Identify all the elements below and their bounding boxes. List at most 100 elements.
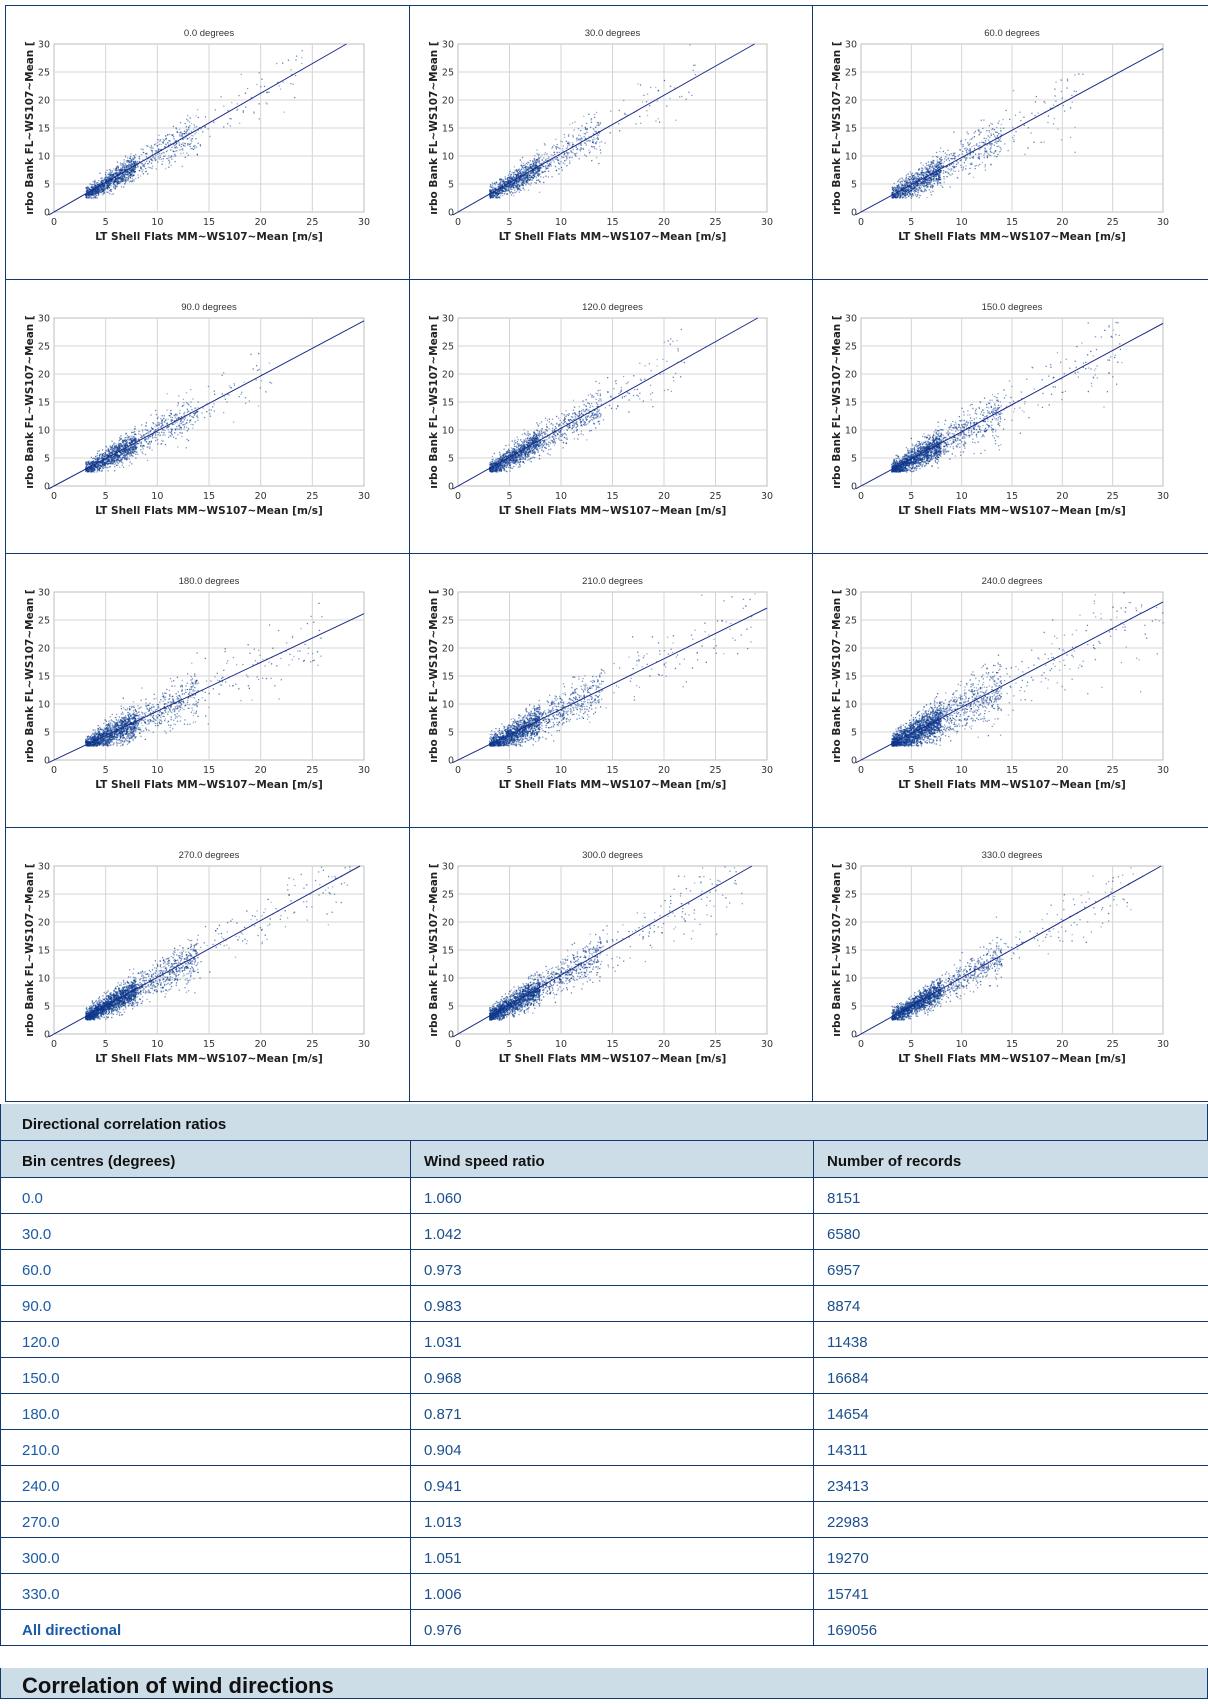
scatter-point bbox=[1038, 113, 1039, 114]
scatter-point bbox=[534, 170, 535, 171]
scatter-point bbox=[902, 185, 903, 186]
scatter-point bbox=[113, 193, 114, 194]
scatter-point bbox=[562, 141, 563, 142]
scatter-point bbox=[936, 178, 937, 179]
scatter-point bbox=[183, 413, 184, 414]
scatter-point bbox=[576, 147, 577, 148]
scatter-point bbox=[934, 175, 935, 176]
scatter-point bbox=[132, 432, 133, 433]
scatter-point bbox=[999, 139, 1000, 140]
scatter-point bbox=[943, 173, 944, 174]
scatter-point bbox=[670, 86, 671, 87]
scatter-point bbox=[509, 178, 510, 179]
scatter-point bbox=[928, 171, 929, 172]
scatter-point bbox=[135, 161, 136, 162]
scatter-point bbox=[193, 417, 194, 418]
scatter-point bbox=[926, 169, 927, 170]
scatter-point bbox=[1014, 135, 1015, 136]
scatter-point bbox=[892, 197, 893, 198]
scatter-point bbox=[588, 114, 589, 115]
scatter-point bbox=[490, 185, 491, 186]
scatter-point bbox=[573, 136, 574, 137]
scatter-point bbox=[114, 184, 115, 185]
scatter-point bbox=[564, 134, 565, 135]
scatter-point bbox=[532, 165, 533, 166]
scatter-point bbox=[910, 179, 911, 180]
scatter-point bbox=[162, 161, 163, 162]
scatter-point bbox=[519, 189, 520, 190]
scatter-point bbox=[558, 173, 559, 174]
scatter-point bbox=[109, 173, 110, 174]
scatter-point bbox=[552, 146, 553, 147]
scatter-point bbox=[107, 183, 108, 184]
scatter-point bbox=[574, 129, 575, 130]
scatter-point bbox=[978, 154, 979, 155]
scatter-point bbox=[157, 142, 158, 143]
scatter-point bbox=[142, 163, 143, 164]
scatter-point bbox=[1074, 74, 1075, 75]
scatter-point bbox=[1000, 130, 1001, 131]
scatter-point bbox=[952, 173, 953, 174]
scatter-point bbox=[156, 150, 157, 151]
scatter-point bbox=[531, 183, 532, 184]
scatter-point bbox=[985, 140, 986, 141]
scatter-point bbox=[892, 187, 893, 188]
scatter-point bbox=[529, 175, 530, 176]
scatter-point bbox=[500, 181, 501, 182]
scatter-point bbox=[985, 148, 986, 149]
scatter-point bbox=[249, 400, 250, 401]
scatter-point bbox=[545, 176, 546, 177]
scatter-point bbox=[928, 164, 929, 165]
scatter-point bbox=[962, 151, 963, 152]
scatter-point bbox=[157, 162, 158, 163]
x-tick-label: 20 bbox=[1056, 217, 1068, 228]
scatter-point bbox=[591, 160, 592, 161]
y-axis-label: ırbo Bank FL~WS107~Mean [ bbox=[24, 41, 36, 215]
scatter-point bbox=[670, 98, 671, 99]
scatter-point bbox=[152, 160, 153, 161]
scatter-point bbox=[301, 63, 302, 64]
scatter-point bbox=[571, 151, 572, 152]
scatter-point bbox=[545, 165, 546, 166]
scatter-point bbox=[930, 180, 931, 181]
scatter-point bbox=[111, 191, 112, 192]
scatter-point bbox=[155, 410, 156, 411]
scatter-point bbox=[904, 180, 905, 181]
scatter-point bbox=[545, 171, 546, 172]
scatter-point bbox=[973, 145, 974, 146]
scatter-point bbox=[965, 160, 966, 161]
scatter-point bbox=[492, 182, 493, 183]
scatter-point bbox=[519, 192, 520, 193]
scatter-point bbox=[549, 163, 550, 164]
scatter-point bbox=[223, 126, 224, 127]
scatter-point bbox=[121, 165, 122, 166]
scatter-point bbox=[123, 467, 124, 468]
scatter-point bbox=[140, 166, 141, 167]
scatter-point bbox=[155, 155, 156, 156]
scatter-point bbox=[542, 154, 543, 155]
scatter-point bbox=[164, 146, 165, 147]
scatter-point bbox=[564, 137, 565, 138]
scatter-point bbox=[941, 157, 942, 158]
scatter-point bbox=[674, 87, 675, 88]
scatter-point bbox=[563, 145, 564, 146]
scatter-point bbox=[537, 154, 538, 155]
scatter-point bbox=[905, 193, 906, 194]
scatter-point bbox=[1072, 102, 1073, 103]
scatter-point bbox=[590, 119, 591, 120]
scatter-point bbox=[121, 163, 122, 164]
scatter-point bbox=[543, 166, 544, 167]
scatter-point bbox=[566, 158, 567, 159]
scatter-point bbox=[975, 131, 976, 132]
scatter-point bbox=[524, 179, 525, 180]
scatter-point bbox=[914, 190, 915, 191]
scatter-point bbox=[991, 145, 992, 146]
scatter-point bbox=[679, 96, 680, 97]
scatter-point bbox=[253, 112, 254, 113]
scatter-point bbox=[511, 189, 512, 190]
scatter-point bbox=[897, 187, 898, 188]
scatter-point bbox=[1034, 115, 1035, 116]
scatter-point bbox=[266, 102, 267, 103]
scatter-point bbox=[259, 118, 260, 119]
scatter-point bbox=[595, 142, 596, 143]
